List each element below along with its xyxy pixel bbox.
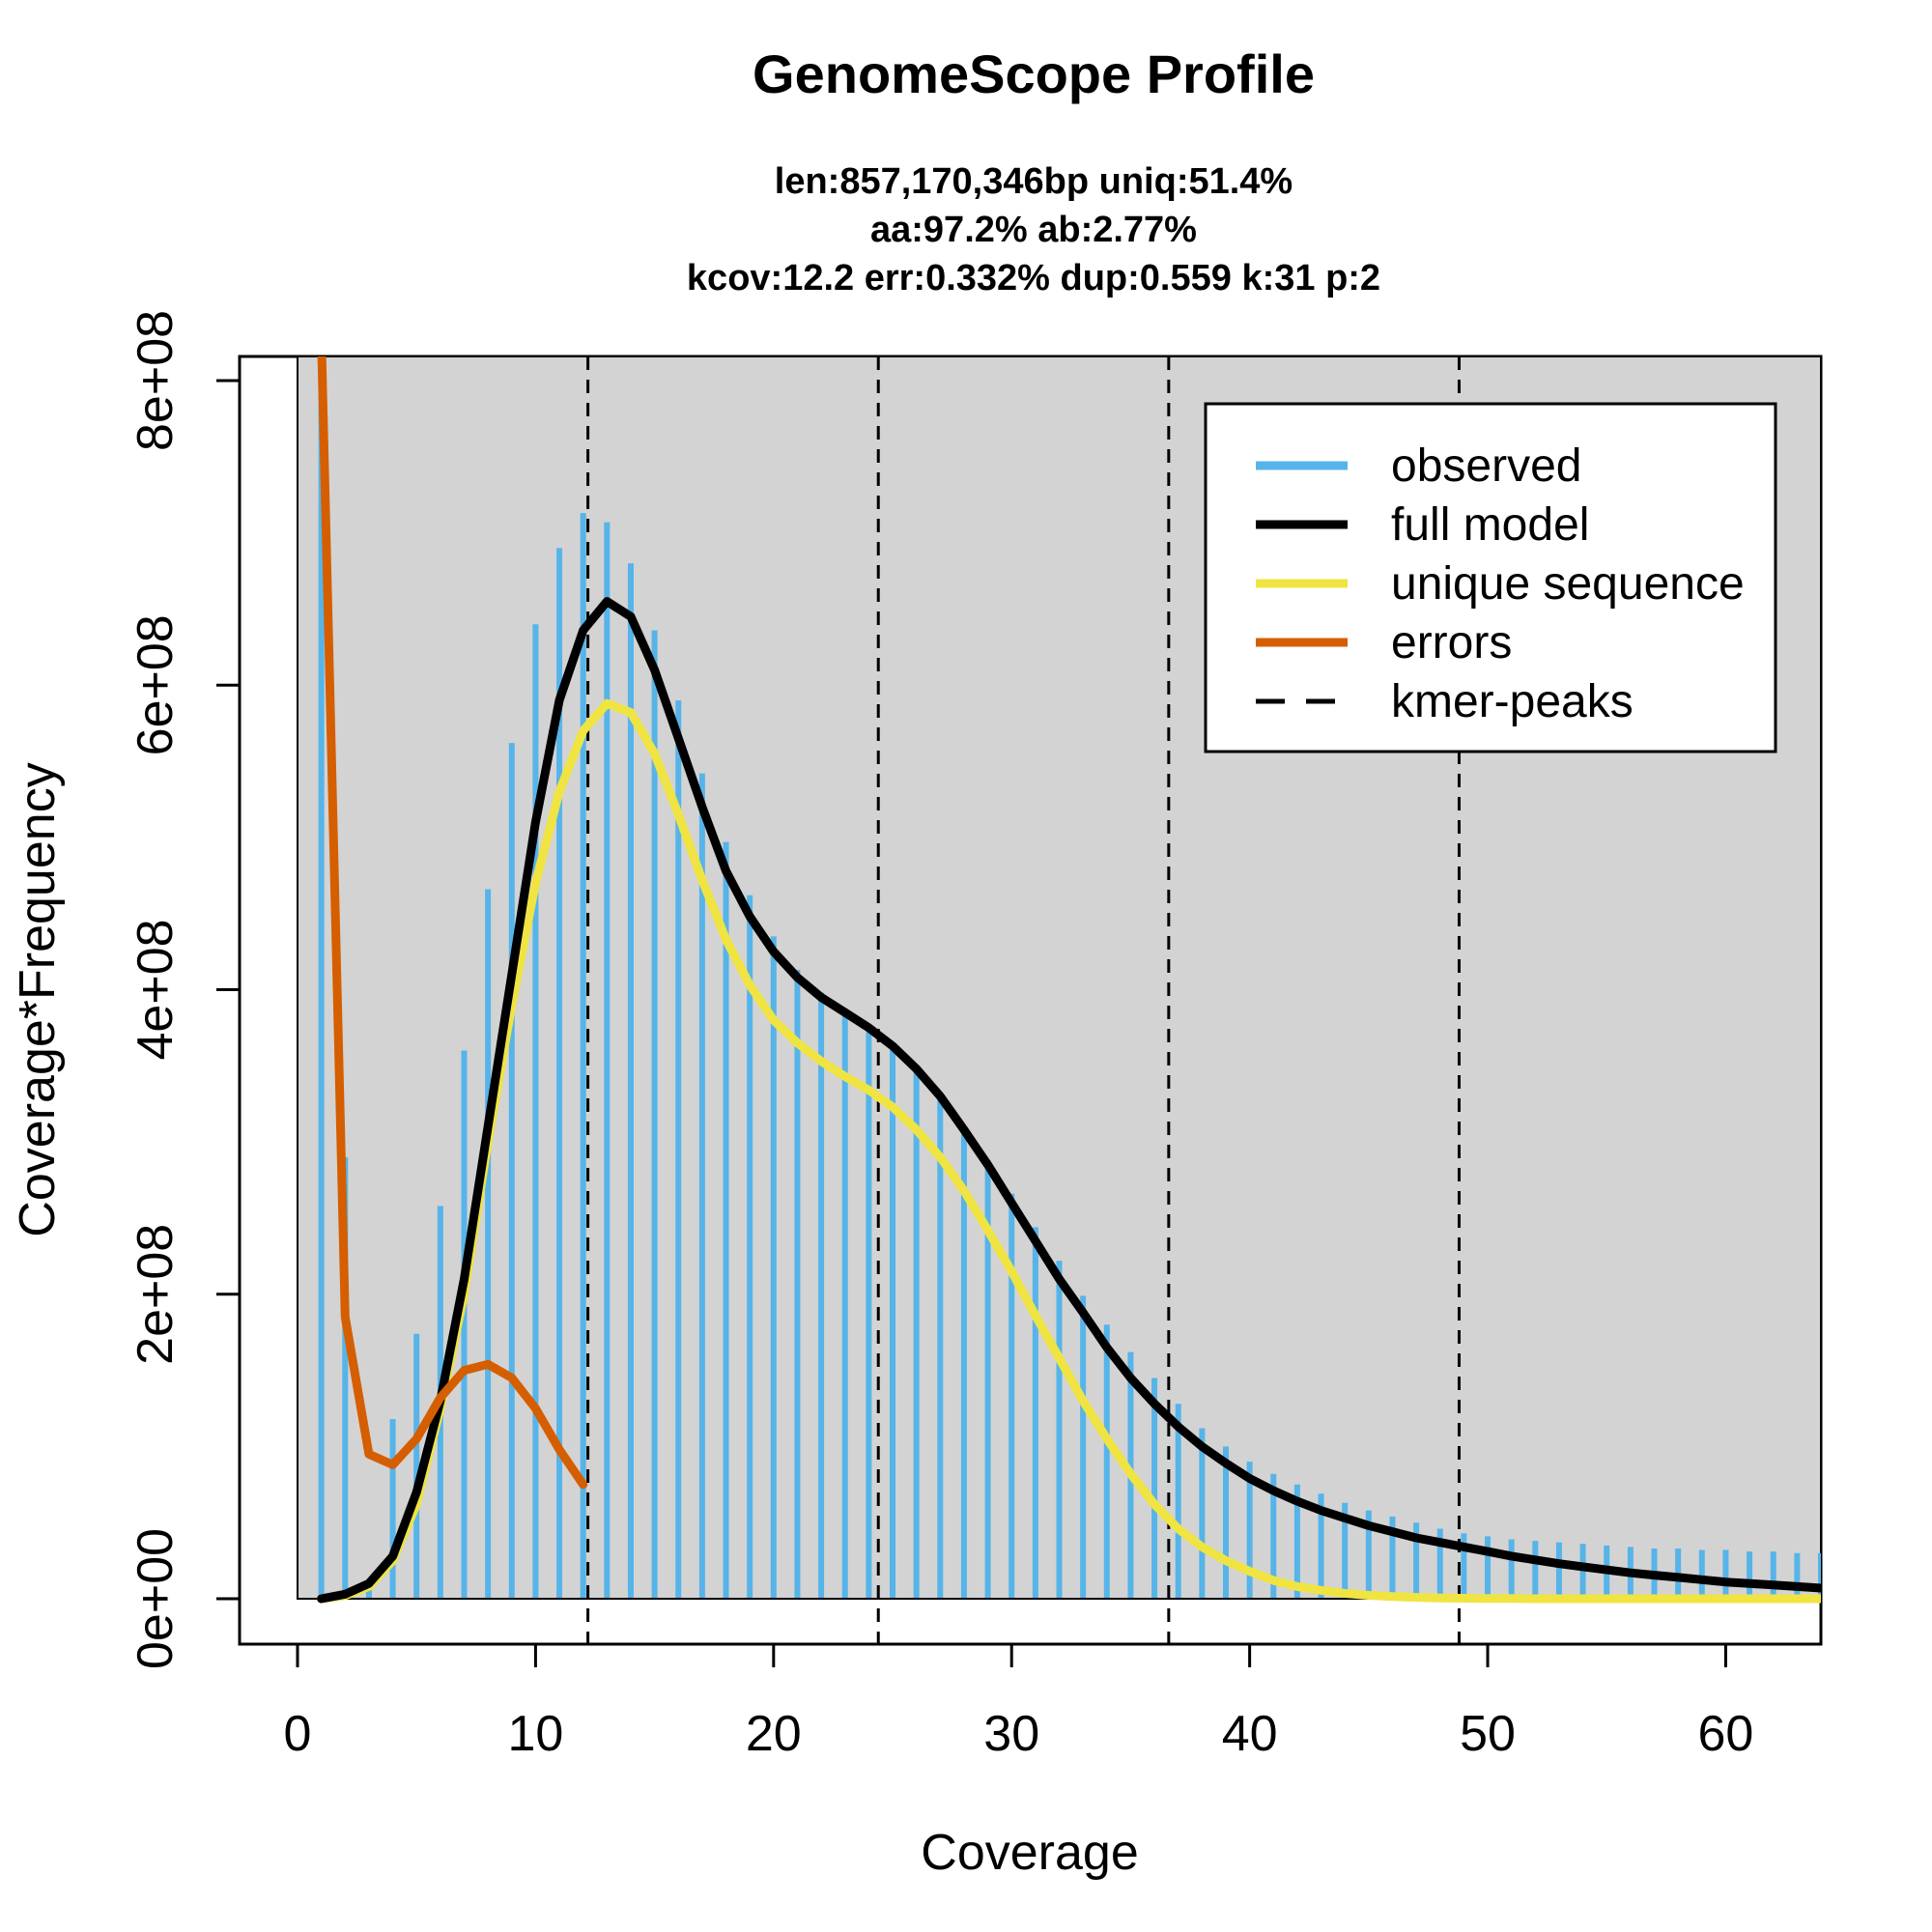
legend-label-unique-sequence: unique sequence xyxy=(1391,558,1745,610)
x-axis: 0 10 20 30 40 50 60 xyxy=(284,1644,1754,1762)
y-axis-label: Coverage*Frequency xyxy=(10,762,66,1236)
legend-label-errors: errors xyxy=(1391,617,1512,668)
y-tick-label: 8e+08 xyxy=(128,310,184,451)
x-tick-label: 50 xyxy=(1460,1706,1516,1762)
chart-subtitle-line-2: aa:97.2% ab:2.77% xyxy=(870,210,1197,250)
x-tick-label: 10 xyxy=(507,1706,563,1762)
y-axis: 0e+00 2e+08 4e+08 6e+08 8e+08 xyxy=(128,310,240,1669)
x-tick-label: 20 xyxy=(746,1706,802,1762)
legend-label-observed: observed xyxy=(1391,440,1581,492)
unique-sequence-line xyxy=(317,698,1821,1604)
legend: observed full model unique sequence errors k… xyxy=(1204,402,1777,753)
chart-subtitle-line-1: len:857,170,346bp uniq:51.4% xyxy=(775,161,1293,202)
chart-subtitle-line-3: kcov:12.2 err:0.332% dup:0.559 k:31 p:2 xyxy=(687,258,1380,298)
x-tick-label: 40 xyxy=(1222,1706,1278,1762)
legend-label-kmer-peaks: kmer-peaks xyxy=(1391,676,1634,727)
y-tick-label: 6e+08 xyxy=(128,614,184,755)
chart-title: GenomeScope Profile xyxy=(753,43,1315,104)
x-axis-label: Coverage xyxy=(921,1825,1138,1881)
x-tick-label: 30 xyxy=(983,1706,1039,1762)
x-tick-label: 0 xyxy=(284,1706,312,1762)
y-tick-label: 0e+00 xyxy=(128,1528,184,1669)
x-tick-label: 60 xyxy=(1698,1706,1754,1762)
full-model-line xyxy=(317,597,1821,1604)
legend-label-full-model: full model xyxy=(1391,499,1589,551)
y-tick-label: 4e+08 xyxy=(128,919,184,1060)
y-tick-label: 2e+08 xyxy=(128,1224,184,1365)
errors-line xyxy=(317,356,588,1490)
observed-bars xyxy=(298,356,1821,1600)
